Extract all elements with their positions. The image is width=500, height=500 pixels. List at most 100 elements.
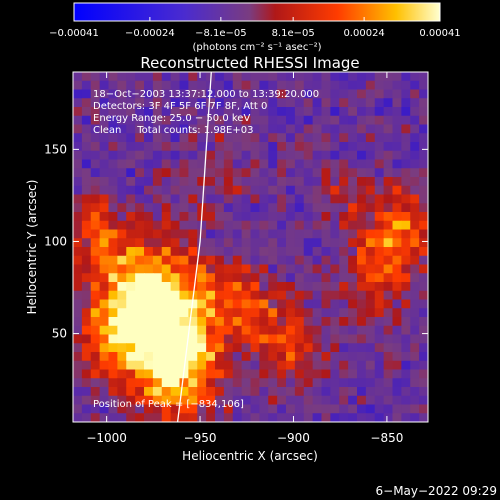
heatmap-cell bbox=[108, 159, 118, 169]
heatmap-cell bbox=[206, 185, 216, 196]
heatmap-cell bbox=[339, 89, 349, 99]
heatmap-cell bbox=[268, 255, 278, 266]
heatmap-cell bbox=[73, 369, 83, 379]
heatmap-cell bbox=[81, 142, 92, 152]
heatmap-cell bbox=[392, 352, 402, 362]
heatmap-cell bbox=[117, 325, 127, 336]
heatmap-cell bbox=[197, 369, 207, 379]
heatmap-cell bbox=[188, 98, 198, 108]
heatmap-cell bbox=[410, 124, 420, 134]
heatmap-cell bbox=[170, 185, 181, 196]
heatmap-cell bbox=[312, 404, 323, 414]
heatmap-cell bbox=[117, 124, 127, 134]
heatmap-cell bbox=[259, 168, 269, 178]
heatmap-cell bbox=[206, 150, 216, 161]
heatmap-cell bbox=[321, 378, 331, 388]
heatmap-cell bbox=[348, 124, 358, 134]
heatmap-cell bbox=[410, 378, 420, 388]
heatmap-cell bbox=[374, 264, 385, 274]
heatmap-cell bbox=[383, 72, 394, 82]
heatmap-cell bbox=[152, 72, 163, 82]
heatmap-cell bbox=[241, 369, 252, 379]
heatmap-cell bbox=[81, 343, 92, 353]
heatmap-cell bbox=[294, 194, 305, 204]
heatmap-cell bbox=[90, 107, 101, 117]
heatmap-cell bbox=[73, 142, 83, 152]
heatmap-cell bbox=[223, 238, 234, 248]
heatmap-cell bbox=[374, 194, 385, 204]
heatmap-cell bbox=[330, 185, 340, 196]
heatmap-cell bbox=[197, 168, 207, 178]
heatmap-cell bbox=[161, 80, 172, 91]
heatmap-cell bbox=[321, 177, 331, 187]
heatmap-cell bbox=[152, 343, 163, 353]
heatmap-cell bbox=[401, 212, 411, 222]
heatmap-cell bbox=[99, 203, 110, 213]
heatmap-cell bbox=[365, 238, 376, 248]
heatmap-cell bbox=[135, 168, 145, 178]
heatmap-cell bbox=[365, 334, 376, 344]
heatmap-cell bbox=[241, 378, 252, 388]
heatmap-cell bbox=[206, 255, 216, 266]
heatmap-cell bbox=[330, 369, 340, 379]
heatmap-cell bbox=[152, 325, 163, 336]
heatmap-cell bbox=[339, 308, 349, 318]
heatmap-cell bbox=[135, 255, 145, 266]
heatmap-cell bbox=[170, 343, 181, 353]
heatmap-cell bbox=[303, 194, 314, 204]
heatmap-cell bbox=[348, 369, 358, 379]
heatmap-cell bbox=[241, 89, 252, 99]
heatmap-cell bbox=[108, 133, 118, 143]
heatmap-cell bbox=[365, 308, 376, 318]
heatmap-cell bbox=[197, 150, 207, 161]
heatmap-cell bbox=[179, 124, 189, 134]
heatmap-cell bbox=[321, 369, 331, 379]
heatmap-cell bbox=[206, 238, 216, 248]
x-tick-label: −850 bbox=[370, 431, 403, 445]
heatmap-cell bbox=[339, 142, 349, 152]
heatmap-cell bbox=[73, 404, 83, 414]
heatmap-cell bbox=[374, 89, 385, 99]
heatmap-cell bbox=[383, 115, 394, 126]
heatmap-cell bbox=[374, 238, 385, 248]
heatmap-cell bbox=[330, 89, 340, 99]
heatmap-cell bbox=[108, 194, 118, 204]
heatmap-cell bbox=[117, 72, 127, 82]
heatmap-cell bbox=[215, 395, 225, 406]
heatmap-cell bbox=[374, 255, 385, 266]
heatmap-cell bbox=[339, 238, 349, 248]
heatmap-cell bbox=[419, 133, 428, 143]
heatmap-cell bbox=[161, 413, 172, 422]
heatmap-cell bbox=[99, 308, 110, 318]
heatmap-cell bbox=[303, 378, 314, 388]
heatmap-cell bbox=[392, 387, 402, 397]
heatmap-cell bbox=[108, 255, 118, 266]
heatmap-cell bbox=[152, 220, 163, 231]
heatmap-cell bbox=[144, 282, 154, 292]
heatmap-cell bbox=[419, 352, 428, 362]
heatmap-cell bbox=[99, 142, 110, 152]
heatmap-cell bbox=[294, 212, 305, 222]
heatmap-cell bbox=[179, 413, 189, 422]
heatmap-cell bbox=[312, 72, 323, 82]
heatmap-cell bbox=[188, 220, 198, 231]
heatmap-cell bbox=[250, 378, 260, 388]
heatmap-cell bbox=[294, 387, 305, 397]
heatmap-cell bbox=[117, 107, 127, 117]
heatmap-cell bbox=[312, 273, 323, 283]
heatmap-cell bbox=[374, 404, 385, 414]
heatmap-cell bbox=[303, 185, 314, 196]
heatmap-cell bbox=[126, 308, 136, 318]
heatmap-cell bbox=[152, 255, 163, 266]
heatmap-cell bbox=[277, 273, 287, 283]
heatmap-cell bbox=[294, 352, 305, 362]
heatmap-cell bbox=[197, 395, 207, 406]
heatmap-cell bbox=[152, 413, 163, 422]
heatmap-cell bbox=[215, 89, 225, 99]
heatmap-cell bbox=[144, 317, 154, 327]
heatmap-cell bbox=[392, 369, 402, 379]
heatmap-cell bbox=[90, 273, 101, 283]
heatmap-cell bbox=[321, 150, 331, 161]
heatmap-cell bbox=[206, 395, 216, 406]
heatmap-cell bbox=[152, 264, 163, 274]
